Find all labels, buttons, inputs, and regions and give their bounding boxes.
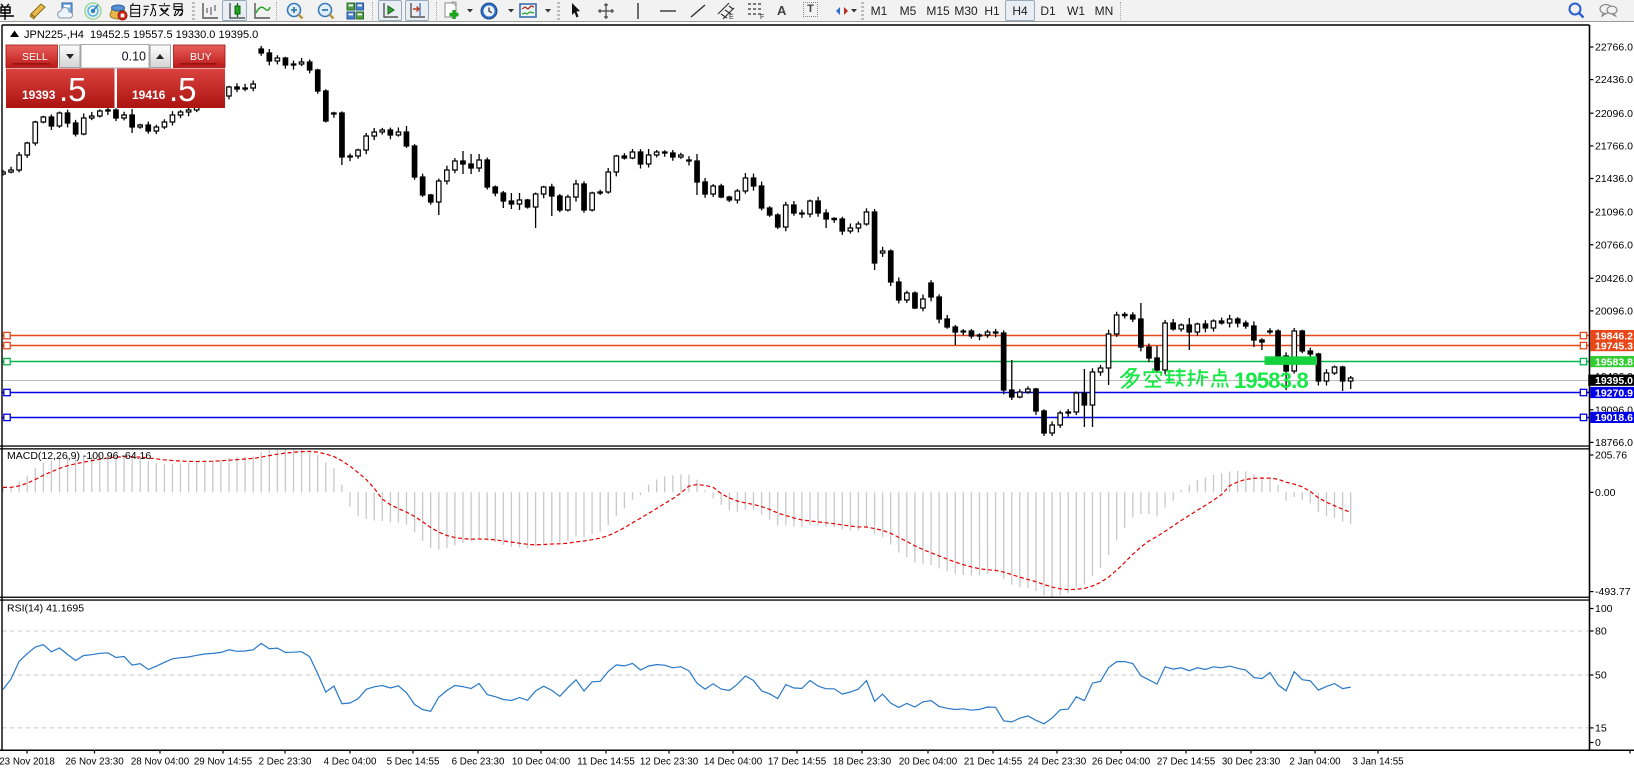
- svg-text:0.10: 0.10: [122, 50, 146, 64]
- svg-text:22436.0: 22436.0: [1595, 74, 1633, 86]
- svg-text:RSI(14) 41.1695: RSI(14) 41.1695: [7, 603, 84, 615]
- svg-text:28 Nov 04:00: 28 Nov 04:00: [131, 757, 190, 768]
- svg-text:12 Dec 23:30: 12 Dec 23:30: [640, 757, 699, 768]
- svg-text:17 Dec 14:55: 17 Dec 14:55: [768, 757, 827, 768]
- svg-text:6 Dec 23:30: 6 Dec 23:30: [452, 757, 505, 768]
- svg-text:100: 100: [1595, 603, 1613, 615]
- svg-text:2 Dec 23:30: 2 Dec 23:30: [259, 757, 312, 768]
- svg-text:19583.8: 19583.8: [1595, 356, 1633, 368]
- svg-text:21 Dec 14:55: 21 Dec 14:55: [964, 757, 1023, 768]
- svg-text:20426.0: 20426.0: [1595, 273, 1633, 285]
- svg-text:JPN225-,H4 19452.5 19557.5 19: JPN225-,H4 19452.5 19557.5 19330.0 19395…: [24, 29, 258, 41]
- svg-text:19395.0: 19395.0: [1595, 375, 1633, 387]
- svg-text:F: F: [760, 14, 764, 21]
- svg-text:20 Dec 04:00: 20 Dec 04:00: [899, 757, 958, 768]
- svg-text:0.00: 0.00: [1595, 487, 1616, 499]
- svg-text:BUY: BUY: [190, 51, 212, 63]
- svg-text:4 Dec 04:00: 4 Dec 04:00: [324, 757, 377, 768]
- svg-text:0: 0: [1595, 737, 1601, 749]
- svg-text:19393: 19393: [22, 88, 56, 102]
- svg-text:80: 80: [1595, 626, 1607, 638]
- svg-text:2 Jan 04:00: 2 Jan 04:00: [1289, 757, 1341, 768]
- svg-text:MACD(12,26,9) -100.96 -64.16: MACD(12,26,9) -100.96 -64.16: [7, 450, 151, 462]
- svg-text:26 Nov 23:30: 26 Nov 23:30: [65, 757, 124, 768]
- svg-text:.5: .5: [169, 71, 197, 108]
- svg-text:24 Dec 23:30: 24 Dec 23:30: [1028, 757, 1087, 768]
- svg-text:22766.0: 22766.0: [1595, 42, 1633, 54]
- svg-text:3 Jan 14:55: 3 Jan 14:55: [1352, 757, 1404, 768]
- svg-text:5 Dec 14:55: 5 Dec 14:55: [387, 757, 440, 768]
- svg-text:30 Dec 23:30: 30 Dec 23:30: [1222, 757, 1281, 768]
- svg-text:21096.0: 21096.0: [1595, 207, 1633, 219]
- svg-text:27 Dec 14:55: 27 Dec 14:55: [1157, 757, 1216, 768]
- svg-text:21436.0: 21436.0: [1595, 173, 1633, 185]
- svg-text:E: E: [729, 14, 734, 21]
- svg-text:18 Dec 23:30: 18 Dec 23:30: [833, 757, 892, 768]
- svg-text:19416: 19416: [132, 88, 166, 102]
- svg-text:SELL: SELL: [22, 51, 48, 63]
- svg-text:-493.77: -493.77: [1595, 586, 1631, 598]
- svg-text:19018.6: 19018.6: [1595, 412, 1633, 424]
- svg-text:15: 15: [1595, 723, 1607, 735]
- svg-text:29 Nov 14:55: 29 Nov 14:55: [194, 757, 253, 768]
- svg-text:14 Dec 04:00: 14 Dec 04:00: [704, 757, 763, 768]
- svg-text:19583.8: 19583.8: [1234, 368, 1308, 393]
- svg-text:22096.0: 22096.0: [1595, 108, 1633, 120]
- svg-text:20096.0: 20096.0: [1595, 306, 1633, 318]
- svg-text:19745.3: 19745.3: [1595, 340, 1633, 352]
- svg-text:19846.2: 19846.2: [1595, 330, 1633, 342]
- svg-text:.5: .5: [59, 71, 87, 108]
- svg-text:20766.0: 20766.0: [1595, 239, 1633, 251]
- svg-text:19270.9: 19270.9: [1595, 387, 1633, 399]
- svg-text:23 Nov 2018: 23 Nov 2018: [0, 757, 55, 768]
- svg-text:205.76: 205.76: [1595, 450, 1627, 462]
- svg-text:10 Dec 04:00: 10 Dec 04:00: [512, 757, 571, 768]
- svg-text:26 Dec 04:00: 26 Dec 04:00: [1092, 757, 1151, 768]
- svg-text:11 Dec 14:55: 11 Dec 14:55: [577, 757, 635, 768]
- svg-text:18766.0: 18766.0: [1595, 437, 1633, 449]
- svg-text:21766.0: 21766.0: [1595, 141, 1633, 153]
- svg-text:50: 50: [1595, 670, 1607, 682]
